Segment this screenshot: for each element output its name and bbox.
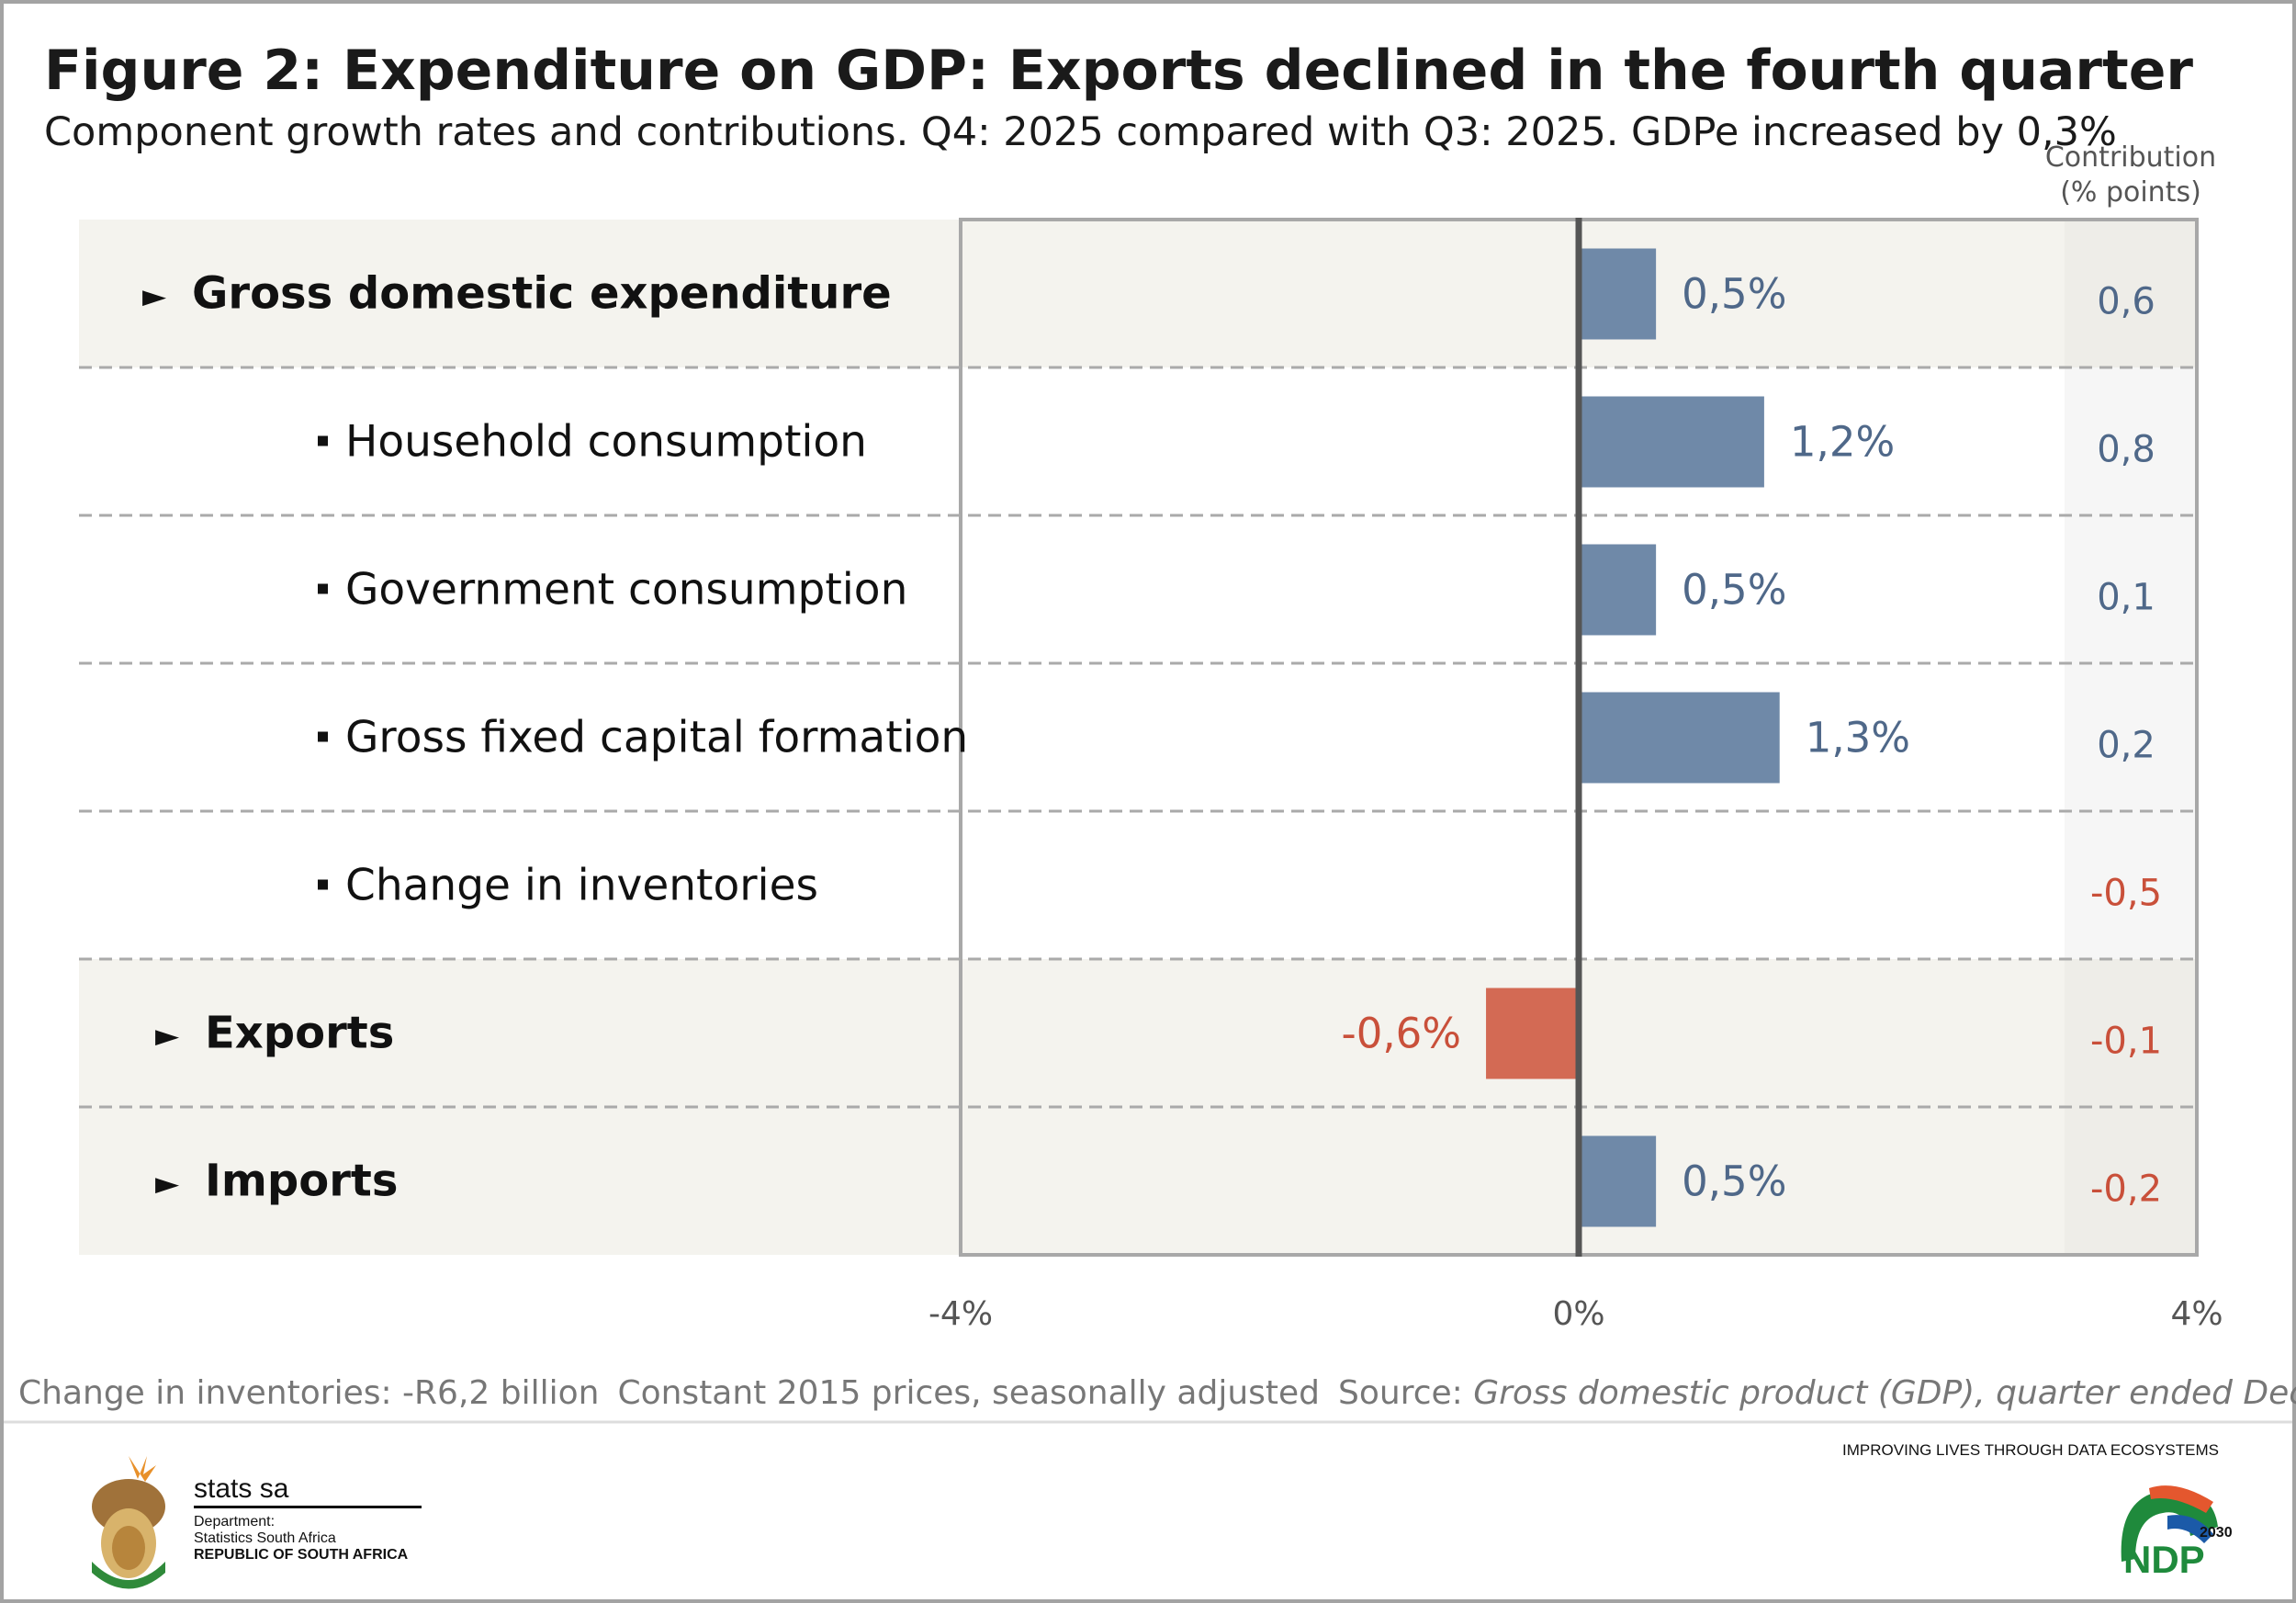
contribution-value: -0,1 — [2090, 1021, 2162, 1063]
contribution-cell — [2065, 1107, 2197, 1255]
x-tick-label: -4% — [929, 1295, 993, 1333]
contribution-cell — [2065, 515, 2197, 663]
row-band — [79, 959, 2065, 1107]
bar — [1581, 396, 1764, 488]
bullet-icon — [318, 731, 328, 742]
ndp-year: 2030 — [2200, 1525, 2233, 1541]
contribution-value: 0,8 — [2097, 429, 2155, 471]
contribution-header: Contribution — [2045, 141, 2216, 174]
contribution-cell — [2065, 367, 2197, 515]
contribution-cell — [2065, 663, 2197, 811]
contribution-cell — [2065, 959, 2197, 1107]
category-label: Imports — [205, 1156, 398, 1207]
stats-sa-logo: stats sa Department: Statistics South Af… — [92, 1456, 422, 1589]
logo-country: REPUBLIC OF SOUTH AFRICA — [194, 1547, 409, 1563]
contribution-header-unit: (% points) — [2060, 176, 2201, 209]
category-label: Household consumption — [345, 417, 867, 468]
chart-subtitle: Component growth rates and contributions… — [44, 109, 2117, 155]
category-label: Change in inventories — [345, 861, 818, 911]
value-label: -0,6% — [1341, 1010, 1461, 1058]
contribution-value: 0,1 — [2097, 577, 2155, 619]
value-label: 1,2% — [1790, 418, 1895, 467]
category-label: Government consumption — [345, 565, 907, 615]
row-band — [79, 811, 2065, 959]
arrow-icon: ► — [155, 1166, 180, 1202]
row-band — [79, 515, 2065, 663]
bar — [1581, 544, 1657, 636]
contribution-value: 0,2 — [2097, 725, 2155, 767]
value-label: 0,5% — [1682, 1157, 1786, 1206]
tagline: IMPROVING LIVES THROUGH DATA ECOSYSTEMS — [1842, 1441, 2219, 1459]
coat-of-arms-icon — [92, 1456, 165, 1589]
chart-title: Figure 2: Expenditure on GDP: Exports de… — [44, 39, 2193, 103]
ndp-text: NDP — [2123, 1538, 2205, 1581]
bar — [1581, 248, 1657, 340]
contribution-cell — [2065, 811, 2197, 959]
x-tick-label: 0% — [1552, 1295, 1604, 1333]
category-label: Exports — [205, 1008, 394, 1059]
value-label: 0,5% — [1682, 566, 1786, 615]
row-band — [79, 1107, 2065, 1255]
bullet-icon — [318, 583, 328, 594]
footer: Change in inventories: -R6,2 billion Cons… — [4, 1374, 2296, 1424]
contribution-value: 0,6 — [2097, 281, 2155, 323]
category-label: Gross domestic expenditure — [192, 268, 892, 320]
ndp-2030-logo: 2030 NDP — [2121, 1485, 2233, 1581]
x-tick-label: 4% — [2170, 1295, 2223, 1333]
bullet-icon — [318, 435, 328, 446]
bar — [1581, 692, 1780, 784]
arrow-icon: ► — [155, 1018, 180, 1055]
contribution-cell — [2065, 220, 2197, 367]
category-label: Gross fixed capital formation — [345, 713, 968, 763]
bullet-icon — [318, 879, 328, 890]
bar — [1486, 988, 1579, 1079]
value-label: 0,5% — [1682, 270, 1786, 319]
arrow-icon: ► — [142, 278, 167, 315]
row-band — [79, 220, 2065, 367]
logo-name: stats sa — [194, 1473, 289, 1504]
contribution-value: -0,5 — [2090, 873, 2162, 915]
footer-note: Change in inventories: -R6,2 billion Cons… — [18, 1374, 2296, 1412]
value-label: 1,3% — [1806, 714, 1910, 762]
contribution-value: -0,2 — [2090, 1168, 2162, 1211]
logo-dept-name: Statistics South Africa — [194, 1530, 336, 1546]
logo-dept: Department: — [194, 1514, 275, 1530]
bar — [1581, 1135, 1657, 1227]
